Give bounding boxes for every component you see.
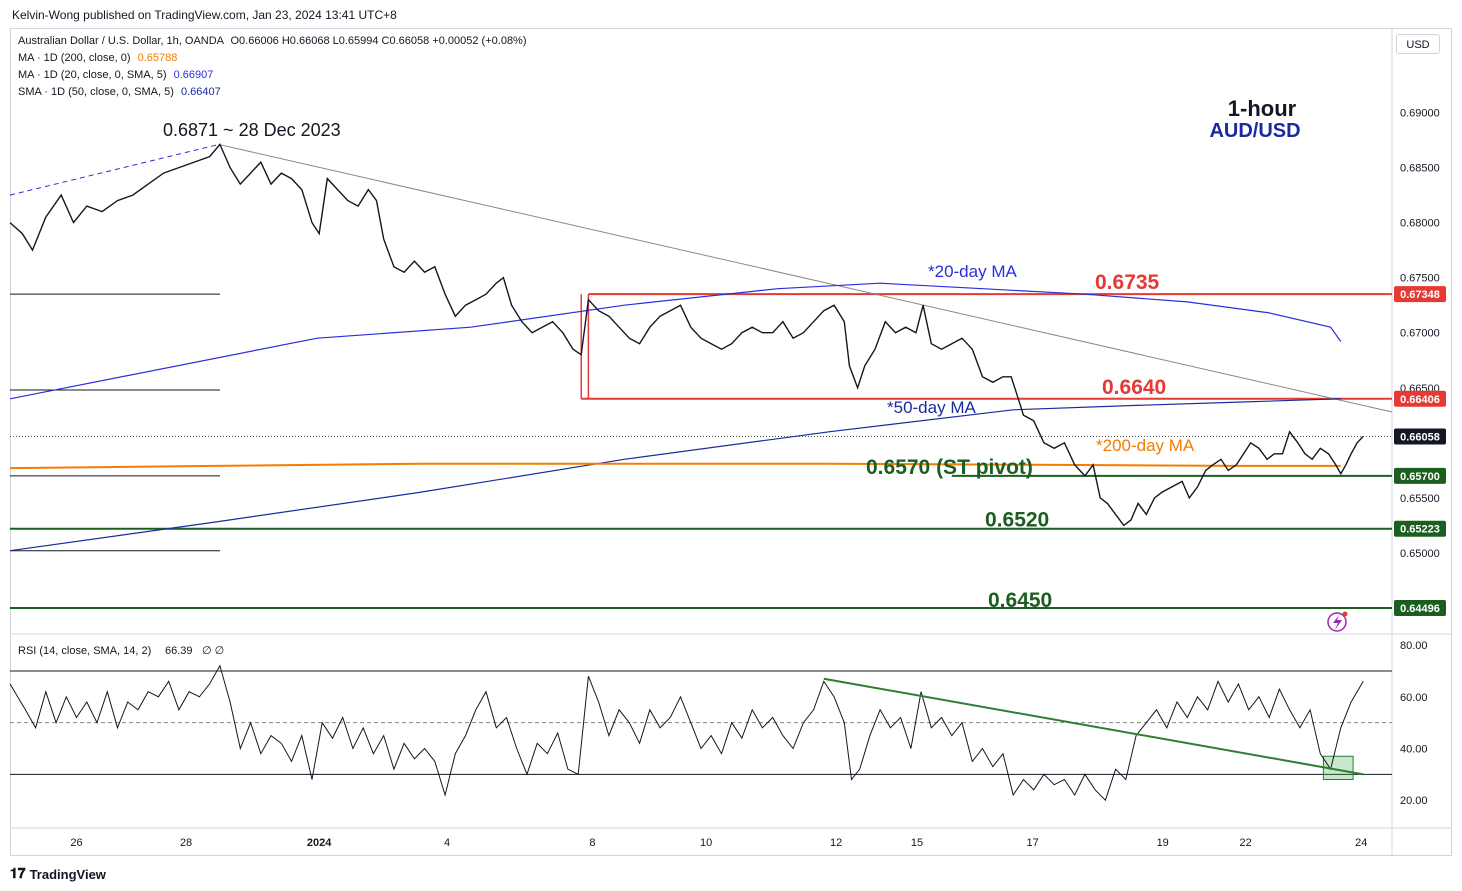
price-tag-label: 0.66406 (1400, 394, 1440, 406)
rsi-line (9, 664, 1364, 802)
time-axis-tick: 4 (444, 837, 450, 849)
time-axis-tick: 15 (911, 837, 923, 849)
alert-dot-icon (1342, 611, 1348, 617)
ma20-line (9, 282, 1342, 400)
symbol-legend: Australian Dollar / U.S. Dollar, 1h, OAN… (18, 35, 527, 47)
rsi-axis-tick: 60.00 (1400, 692, 1428, 704)
time-axis-tick: 12 (830, 837, 842, 849)
indicator-legend-ma200[interactable]: MA · 1D (200, close, 0) 0.65788 (18, 52, 177, 64)
price-tag-label: 0.65700 (1400, 471, 1440, 483)
rsi-legend-value: 66.39 (165, 645, 193, 657)
price-tag (1394, 599, 1446, 616)
time-axis-tick: 24 (1355, 837, 1367, 849)
price-line (9, 143, 1364, 527)
level-label: 0.6640 (1102, 376, 1166, 399)
ma50-annotation: *50-day MA (887, 398, 976, 417)
rsi-legend-extra: ∅ ∅ (202, 645, 224, 657)
last-price-tag-label: 0.66058 (1400, 431, 1440, 443)
indicator-value: 0.66407 (180, 86, 221, 98)
ohlc-values: O0.66006 H0.66068 L0.65994 C0.66058 +0.0… (230, 35, 527, 47)
attribution: Kelvin-Wong published on TradingView.com… (12, 8, 397, 22)
time-axis-tick: 10 (700, 837, 712, 849)
level-label: 0.6450 (988, 589, 1052, 612)
dashed-trendline (9, 143, 219, 196)
ma200-annotation: *200-day MA (1096, 436, 1195, 455)
time-axis-tick: 2024 (307, 837, 332, 849)
price-tag (1394, 520, 1446, 537)
time-axis-tick: 26 (70, 837, 82, 849)
ma20-annotation: *20-day MA (928, 262, 1017, 281)
price-axis-tick: 0.65000 (1400, 548, 1440, 560)
price-tag-label: 0.65223 (1400, 524, 1440, 536)
price-axis-tick: 0.68000 (1400, 218, 1440, 230)
time-axis-tick: 19 (1157, 837, 1169, 849)
level-label: 0.6735 (1095, 271, 1160, 294)
price-axis-tick: 0.69000 (1400, 108, 1440, 120)
rsi-legend-label: RSI (14, close, SMA, 14, 2) (18, 645, 151, 657)
indicator-label: SMA · 1D (50, close, 0, SMA, 5) (18, 86, 174, 98)
price-axis-tick: 0.68500 (1400, 163, 1440, 175)
lightning-icon (1333, 615, 1342, 630)
tradingview-logo-icon: 𝟏𝟕 (10, 866, 26, 882)
indicator-legend-ma20[interactable]: MA · 1D (20, close, 0, SMA, 5) 0.66907 (18, 69, 213, 81)
price-axis-tick: 0.67000 (1400, 328, 1440, 340)
rsi-axis-tick: 40.00 (1400, 744, 1428, 756)
indicator-value: 0.65788 (137, 52, 178, 64)
price-tag (1394, 390, 1446, 407)
time-axis-tick: 8 (589, 837, 595, 849)
ma200-line (9, 462, 1341, 470)
level-label: 0.6520 (985, 509, 1049, 532)
chart-frame (10, 28, 1452, 856)
level-label: 0.6570 (ST pivot) (866, 456, 1033, 479)
time-axis-tick: 17 (1027, 837, 1039, 849)
timeframe-title: 1-hour (1228, 96, 1297, 121)
rsi-axis-tick: 20.00 (1400, 795, 1428, 807)
rsi-trendline (823, 677, 1364, 776)
price-tag (1394, 467, 1446, 484)
price-tag-label: 0.64496 (1400, 603, 1440, 615)
symbol-title: AUD/USD (1209, 120, 1300, 142)
price-tag-label: 0.67348 (1400, 289, 1440, 301)
indicator-label: MA · 1D (200, close, 0) (18, 52, 131, 64)
last-price-tag (1394, 428, 1446, 445)
indicator-legend-sma50[interactable]: SMA · 1D (50, close, 0, SMA, 5) 0.66407 (18, 86, 221, 98)
rsi-axis-tick: 80.00 (1400, 640, 1428, 652)
descending-trendline (218, 143, 1393, 413)
time-axis-tick: 28 (180, 837, 192, 849)
currency-selector[interactable]: USD (1396, 34, 1440, 54)
symbol-name: Australian Dollar / U.S. Dollar, 1h, OAN… (18, 35, 224, 47)
indicator-label: MA · 1D (20, close, 0, SMA, 5) (18, 69, 167, 81)
high-annotation: 0.6871 ~ 28 Dec 2023 (163, 120, 341, 140)
time-axis-tick: 22 (1239, 837, 1251, 849)
alert-icon (1327, 612, 1347, 632)
indicator-value: 0.66907 (173, 69, 214, 81)
price-axis-tick: 0.65500 (1400, 493, 1440, 505)
tradingview-logo-text: TradingView (29, 866, 106, 882)
ma50-line (9, 398, 1341, 552)
tradingview-logo[interactable]: 𝟏𝟕 TradingView (10, 866, 106, 882)
price-tag (1394, 286, 1446, 303)
price-axis-tick: 0.67500 (1400, 273, 1440, 285)
